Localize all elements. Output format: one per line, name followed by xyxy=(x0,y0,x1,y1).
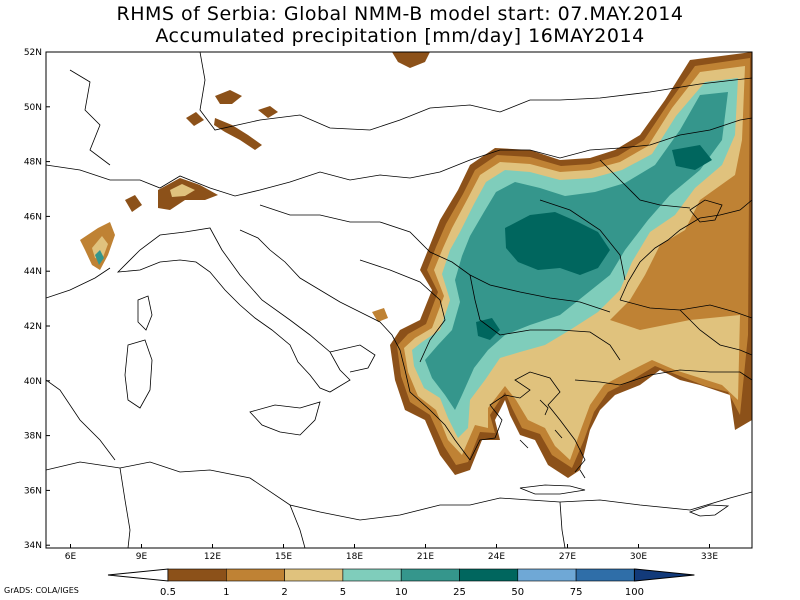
crete xyxy=(519,484,586,495)
border-west-3 xyxy=(46,379,116,461)
precip-patch-north xyxy=(392,52,430,68)
black-sea-south xyxy=(619,299,752,319)
lon-label: 21E xyxy=(417,552,434,562)
colorbar-right-triangle xyxy=(633,568,695,582)
colorbar-level-label: 0.5 xyxy=(160,587,176,598)
precip-patch-poland xyxy=(258,106,278,118)
longitude-axis: 6E 9E 12E 15E 18E 21E 24E 27E 30E 33E xyxy=(65,544,718,562)
map-frame xyxy=(45,51,753,549)
colorbar-level-label: 75 xyxy=(570,587,583,598)
border-west-1 xyxy=(46,267,111,299)
colorbar-level-label: 5 xyxy=(340,587,346,598)
lat-label: 50N xyxy=(24,103,42,113)
aegean-islands xyxy=(519,399,586,479)
precip-patch-germany-small xyxy=(186,112,204,126)
border-balkans-2 xyxy=(359,259,446,363)
corsica xyxy=(137,295,153,331)
border-france-germany xyxy=(46,117,752,197)
colorbar-box xyxy=(517,568,577,582)
colorbar-box xyxy=(459,568,519,582)
lat-label: 44N xyxy=(24,267,42,277)
border-east-1 xyxy=(539,199,626,281)
greece-coast xyxy=(469,371,586,473)
lat-label: 34N xyxy=(24,541,42,551)
colorbar: 0.5 1 2 5 10 25 50 75 100 xyxy=(107,568,695,598)
colorbar-box xyxy=(284,568,344,582)
lat-label: 38N xyxy=(24,432,42,442)
lat-label: 46N xyxy=(24,212,42,222)
lat-label: 40N xyxy=(24,377,42,387)
border-east-2 xyxy=(599,159,691,209)
lat-label: 36N xyxy=(24,486,42,496)
border-balkans-3 xyxy=(469,274,621,361)
precip-contour-dark-teal-ne xyxy=(672,145,712,170)
adriatic-east-coast xyxy=(239,229,471,461)
lon-label: 9E xyxy=(136,552,148,562)
precip-contour-dark-teal-small xyxy=(476,318,500,340)
italy-heel xyxy=(329,344,376,373)
colorbar-box xyxy=(226,568,285,582)
lon-label: 15E xyxy=(275,552,292,562)
lon-label: 24E xyxy=(488,552,505,562)
map-title-line1: RHMS of Serbia: Global NMM-B model start… xyxy=(116,3,684,25)
colorbar-level-label: 1 xyxy=(223,587,229,598)
precip-patch-germany xyxy=(214,118,262,150)
border-turkey xyxy=(679,309,752,356)
border-west-2 xyxy=(69,69,111,166)
cyprus xyxy=(688,504,730,517)
colorbar-left-triangle xyxy=(107,568,169,582)
sardinia xyxy=(124,339,153,409)
precip-contour-dark-teal xyxy=(505,212,610,275)
precip-patch-czech xyxy=(215,90,242,104)
precip-patch-alps-inner xyxy=(170,184,195,197)
lon-label: 27E xyxy=(559,552,576,562)
border-balkans-1 xyxy=(259,204,611,313)
colorbar-level-label: 100 xyxy=(625,587,644,598)
precip-patch-riviera-core xyxy=(95,250,104,265)
lon-label: 33E xyxy=(701,552,718,562)
latitude-axis: 52N 50N 48N 46N 44N 42N 40N 38N 36N 34N xyxy=(24,48,50,551)
precip-patch-france xyxy=(125,195,142,212)
colorbar-box xyxy=(575,568,635,582)
coastlines-borders xyxy=(46,52,752,548)
black-sea-coast xyxy=(619,199,752,301)
lon-label: 18E xyxy=(346,552,363,562)
grads-credit: GrADS: COLA/IGES xyxy=(4,586,79,595)
border-central xyxy=(199,52,752,131)
crimea xyxy=(689,199,723,223)
precipitation-field xyxy=(80,52,752,478)
lon-label: 12E xyxy=(204,552,221,562)
african-coast xyxy=(46,461,752,521)
sicily xyxy=(249,401,321,436)
colorbar-level-label: 10 xyxy=(395,587,408,598)
lon-label: 6E xyxy=(65,552,77,562)
border-africa xyxy=(119,467,131,548)
colorbar-box xyxy=(167,568,227,582)
map-title-line2: Accumulated precipitation [mm/day] 16MAY… xyxy=(155,25,645,47)
lat-label: 42N xyxy=(24,322,42,332)
colorbar-box xyxy=(342,568,402,582)
lat-label: 52N xyxy=(24,48,42,58)
colorbar-box xyxy=(400,568,460,582)
border-africa-3 xyxy=(559,501,566,548)
lon-label: 30E xyxy=(630,552,647,562)
lat-label: 48N xyxy=(24,158,42,168)
colorbar-level-label: 50 xyxy=(511,587,524,598)
precip-patch-montenegro xyxy=(372,308,388,322)
colorbar-level-label: 2 xyxy=(281,587,287,598)
border-africa-2 xyxy=(289,504,306,548)
turkey-coast xyxy=(574,369,752,386)
colorbar-level-label: 25 xyxy=(453,587,466,598)
italy-coastline xyxy=(116,227,351,393)
